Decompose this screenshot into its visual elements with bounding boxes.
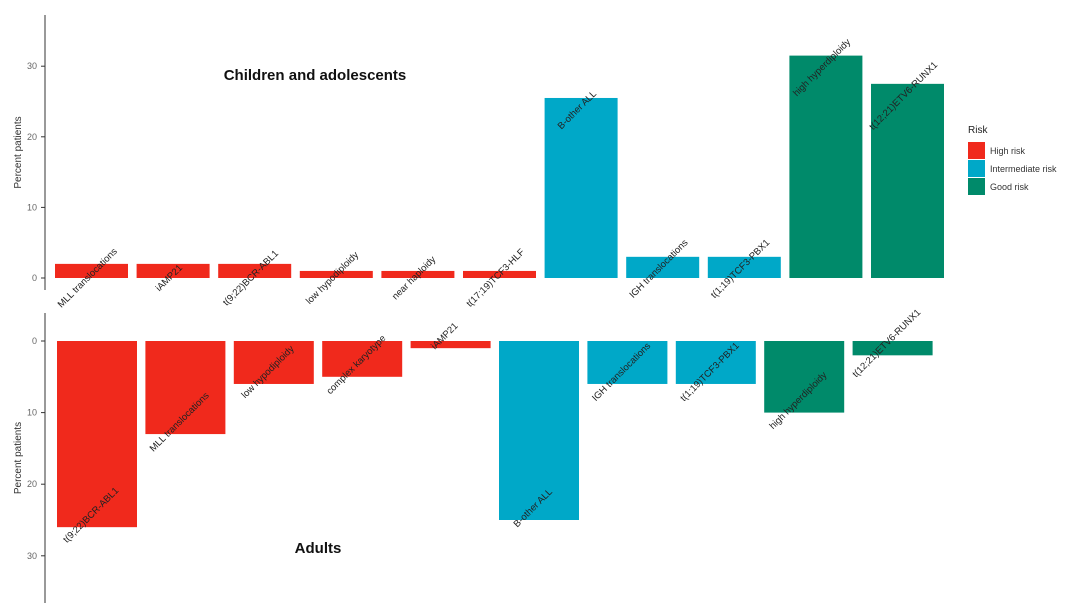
y-tick-label: 0 bbox=[32, 336, 37, 346]
y-tick-label: 30 bbox=[27, 61, 37, 71]
y-axis-label: Percent patients bbox=[13, 422, 24, 494]
bar bbox=[764, 341, 845, 413]
legend-swatch bbox=[968, 178, 985, 195]
bar bbox=[218, 263, 292, 278]
y-tick-label: 0 bbox=[32, 273, 37, 283]
legend-label: Good risk bbox=[990, 182, 1029, 192]
bar bbox=[463, 270, 536, 278]
y-tick-label: 30 bbox=[27, 551, 37, 561]
bar bbox=[789, 55, 863, 278]
bar bbox=[381, 270, 455, 278]
y-tick-label: 10 bbox=[27, 202, 37, 212]
y-tick-label: 20 bbox=[27, 132, 37, 142]
bar bbox=[871, 83, 944, 278]
legend-swatch bbox=[968, 142, 985, 159]
bar bbox=[299, 270, 373, 278]
y-tick-label: 10 bbox=[27, 408, 37, 418]
legend-title: Risk bbox=[968, 125, 988, 136]
bar bbox=[322, 341, 403, 377]
y-tick-label: 20 bbox=[27, 479, 37, 489]
bar-label: t(9;22)BCR-ABL1 bbox=[221, 248, 281, 308]
bar-label: low hypodiploidy bbox=[304, 250, 361, 307]
bar bbox=[499, 341, 579, 520]
panel-title: Adults bbox=[295, 540, 342, 557]
bar-label: MLL translocations bbox=[56, 246, 120, 310]
bar bbox=[544, 97, 618, 278]
bar-label: t(17;19)TCF3-HLF bbox=[464, 247, 527, 310]
bar bbox=[852, 341, 933, 356]
legend-label: High risk bbox=[990, 146, 1026, 156]
bar bbox=[410, 341, 491, 349]
bar bbox=[136, 263, 210, 278]
bar bbox=[707, 256, 781, 278]
panel-title: Children and adolescents bbox=[224, 67, 407, 84]
legend-label: Intermediate risk bbox=[990, 164, 1057, 174]
bar bbox=[57, 341, 137, 528]
bar bbox=[233, 341, 314, 384]
bar bbox=[145, 341, 226, 435]
bar-label: near haploidy bbox=[390, 254, 438, 302]
bar bbox=[675, 341, 756, 384]
legend-swatch bbox=[968, 160, 985, 177]
bar bbox=[587, 341, 668, 384]
y-axis-label: Percent patients bbox=[13, 116, 24, 188]
bar bbox=[626, 256, 700, 278]
bar bbox=[55, 263, 128, 278]
